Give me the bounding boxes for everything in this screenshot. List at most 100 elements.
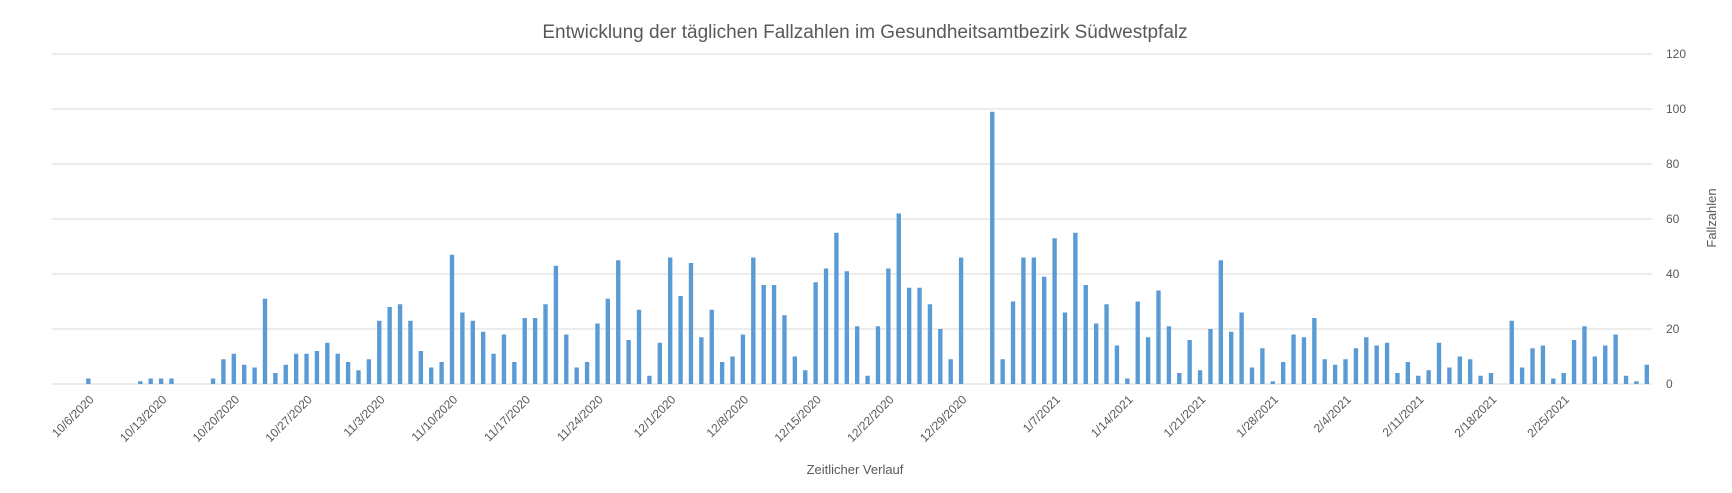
bar — [387, 307, 392, 384]
bar — [938, 329, 943, 384]
y-tick-label: 0 — [1666, 377, 1673, 391]
bar — [1343, 359, 1348, 384]
bar — [356, 370, 361, 384]
bar — [148, 378, 153, 384]
bar — [657, 342, 662, 384]
bar — [1478, 375, 1483, 384]
bar — [553, 265, 559, 384]
bar — [1416, 375, 1421, 384]
bar — [1073, 232, 1078, 384]
bar — [449, 254, 455, 384]
x-tick-label: 11/17/2020 — [481, 392, 533, 444]
bar — [1042, 276, 1047, 384]
bar — [564, 334, 569, 384]
bar — [1021, 257, 1026, 384]
y-axis-ticks: 0 20 40 60 80 100 120 — [1666, 47, 1686, 391]
x-tick-label: 11/24/2020 — [554, 392, 606, 444]
bar — [792, 356, 798, 384]
x-tick-label: 12/29/2020 — [917, 392, 970, 445]
x-tick-label: 11/10/2020 — [409, 392, 461, 444]
bar — [636, 309, 642, 384]
bar — [1052, 238, 1057, 384]
bar — [1530, 348, 1535, 384]
bar — [532, 318, 538, 384]
bar — [262, 298, 268, 384]
bar — [896, 213, 901, 384]
bar — [948, 359, 953, 384]
bar — [169, 378, 174, 384]
x-tick-label: 2/4/2021 — [1311, 392, 1354, 435]
x-tick-label: 12/8/2020 — [704, 392, 752, 440]
bar — [1384, 342, 1390, 384]
bar — [1270, 381, 1275, 384]
bar — [1374, 345, 1379, 384]
x-axis-label: Zeitlicher Verlauf — [807, 462, 904, 477]
bars — [86, 111, 1649, 384]
bar — [626, 340, 631, 384]
bar — [1571, 340, 1577, 384]
x-tick-label: 12/1/2020 — [631, 392, 679, 440]
bar — [699, 337, 704, 384]
bar — [865, 375, 870, 384]
bar — [668, 257, 673, 384]
bar — [1114, 345, 1120, 384]
bar — [1457, 356, 1462, 384]
x-tick-label: 1/21/2021 — [1161, 392, 1209, 440]
bar — [595, 323, 600, 384]
bar — [813, 282, 818, 384]
bar — [958, 257, 964, 384]
y-tick-label: 60 — [1666, 212, 1680, 226]
bar — [366, 359, 372, 384]
x-tick-label: 1/14/2021 — [1088, 392, 1136, 440]
bar — [616, 260, 621, 384]
bar — [927, 304, 933, 384]
bar — [304, 353, 309, 384]
bar — [803, 370, 808, 384]
bar — [1405, 362, 1411, 384]
bar — [1062, 312, 1068, 384]
y-tick-label: 120 — [1666, 47, 1686, 61]
bar — [460, 312, 465, 384]
bar — [740, 334, 746, 384]
bar — [1364, 337, 1369, 384]
bar — [1613, 334, 1618, 384]
x-tick-label: 11/3/2020 — [341, 392, 388, 439]
bar — [647, 375, 652, 384]
bar — [844, 271, 849, 384]
x-tick-label: 12/22/2020 — [844, 392, 897, 445]
bar — [1395, 373, 1400, 384]
bar — [1083, 285, 1088, 384]
bar — [1561, 373, 1566, 384]
bar — [158, 378, 164, 384]
y-tick-label: 40 — [1666, 267, 1680, 281]
bar — [1187, 340, 1192, 384]
bar — [1291, 334, 1296, 384]
bar — [1353, 348, 1359, 384]
bar — [1031, 257, 1036, 384]
y-tick-label: 20 — [1666, 322, 1680, 336]
bar — [574, 367, 579, 384]
x-tick-label: 10/6/2020 — [49, 392, 97, 440]
chart-title: Entwicklung der täglichen Fallzahlen im … — [542, 22, 1187, 43]
bar — [242, 364, 247, 384]
x-tick-label: 12/15/2020 — [772, 392, 825, 445]
bar — [1592, 356, 1598, 384]
bar — [1104, 304, 1109, 384]
bar — [522, 318, 527, 384]
bar — [429, 367, 434, 384]
bar — [377, 320, 382, 384]
bar — [1426, 370, 1431, 384]
bar — [480, 331, 486, 384]
bar — [761, 285, 766, 384]
bar — [1623, 375, 1629, 384]
bar — [1447, 367, 1452, 384]
bar — [1634, 381, 1639, 384]
bar — [335, 353, 340, 384]
bar — [314, 351, 320, 384]
bar — [1468, 359, 1473, 384]
bar — [1603, 345, 1608, 384]
bar — [1488, 373, 1494, 384]
bar — [1644, 364, 1649, 384]
x-tick-label: 10/27/2020 — [263, 392, 316, 445]
